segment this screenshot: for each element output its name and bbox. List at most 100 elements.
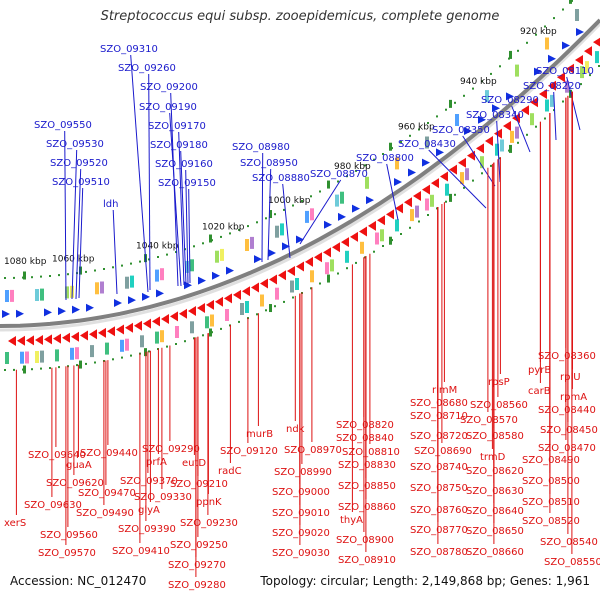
ruler-dot [445, 108, 447, 111]
reverse-gene-label: SZO_08900 [336, 535, 394, 546]
gene-feature-block [35, 351, 39, 363]
ruler-tick [79, 266, 82, 275]
ruler-dot [589, 74, 591, 77]
gene-feature-block [565, 80, 569, 93]
forward-gene-label: SZO_09310 [100, 44, 158, 55]
ruler-label: 960 kbp [398, 122, 435, 132]
reverse-gene-arrow [89, 329, 97, 340]
forward-label-leader [299, 179, 342, 245]
reverse-gene-label: rpmA [560, 392, 587, 403]
ruler-dot [283, 208, 285, 211]
reverse-gene-arrow [107, 326, 115, 337]
reverse-gene-label: SZO_09620 [46, 478, 104, 489]
forward-label-leader [428, 149, 487, 209]
forward-gene-label: SZO_08950 [240, 158, 298, 169]
forward-gene-arrow [464, 126, 472, 135]
reverse-gene-arrow [296, 261, 304, 272]
reverse-gene-arrow [287, 265, 295, 276]
reverse-gene-arrow [71, 331, 79, 342]
forward-gene-arrow [338, 212, 346, 221]
ruler-dot [40, 367, 42, 370]
gene-feature-block [95, 282, 99, 295]
reverse-gene-label: trmD [480, 452, 506, 463]
gene-feature-block [550, 94, 554, 107]
gene-feature-block [175, 326, 179, 338]
reverse-gene-arrow [404, 197, 412, 208]
reverse-gene-arrow [332, 242, 340, 253]
reverse-gene-arrow [530, 97, 538, 108]
reverse-gene-arrow [557, 72, 565, 83]
gene-feature-block [365, 176, 369, 189]
reverse-gene-label: guaA [66, 460, 92, 471]
ruler-dot [292, 204, 294, 207]
ruler-dot [544, 117, 546, 120]
forward-gene-label: SZO_08800 [356, 153, 414, 164]
gene-feature-block [430, 194, 434, 207]
reverse-gene-label: SZO_09330 [134, 492, 192, 503]
ruler-tick [449, 99, 452, 108]
reverse-gene-label: SZO_08560 [470, 400, 528, 411]
ruler-dot [400, 233, 402, 235]
gene-feature-block [465, 168, 469, 181]
gene-feature-block [415, 205, 419, 218]
ruler-dot [40, 275, 42, 278]
reverse-gene-label: SZO_08640 [466, 506, 524, 517]
forward-gene-arrow [212, 271, 220, 280]
reverse-gene-label: SZO_09280 [168, 580, 226, 591]
reverse-gene-label: SZO_08820 [336, 420, 394, 431]
gene-feature-block [190, 259, 194, 272]
forward-gene-arrow [156, 289, 164, 298]
reverse-gene-arrow [593, 37, 600, 47]
forward-gene-arrow [478, 115, 486, 124]
forward-label-leader [78, 187, 84, 299]
ruler-dot [238, 228, 240, 231]
reverse-gene-arrow [143, 318, 151, 329]
ruler-dot [175, 343, 177, 345]
forward-label-leader [267, 168, 272, 261]
reverse-gene-label: rpsP [488, 377, 510, 388]
ruler-label: 940 kbp [460, 77, 497, 87]
ruler-tick [327, 274, 330, 283]
gene-feature-block [40, 288, 44, 301]
reverse-gene-label: SZO_08470 [538, 443, 596, 454]
ruler-dot [94, 361, 96, 364]
ruler-dot [310, 287, 312, 290]
forward-gene-label: SZO_08220 [523, 81, 581, 92]
reverse-gene-arrow [17, 335, 25, 346]
forward-gene-arrow [128, 296, 136, 305]
ruler-dot [256, 221, 258, 224]
forward-gene-arrow [422, 158, 430, 167]
ruler-dot [409, 134, 411, 137]
reverse-gene-arrow [521, 105, 529, 116]
forward-label-leader [130, 54, 149, 293]
forward-label-leader [148, 73, 151, 291]
gene-feature-block [485, 90, 489, 103]
gene-feature-block [310, 270, 314, 283]
gene-feature-block [515, 126, 519, 139]
ruler-dot [427, 122, 429, 124]
forward-gene-arrow [492, 104, 500, 113]
ruler-dot [373, 250, 375, 253]
reverse-gene-arrow [188, 305, 196, 316]
forward-gene-arrow [44, 308, 52, 317]
reverse-gene-arrow [350, 231, 358, 242]
gene-feature-block [595, 51, 599, 64]
ruler-dot [139, 260, 141, 263]
reverse-gene-label: SZO_08690 [414, 446, 472, 457]
accession-label: Accession: NC_012470 [10, 574, 147, 588]
forward-label-leader [511, 105, 531, 153]
ruler-dot [76, 364, 78, 367]
ruler-dot [274, 213, 276, 216]
ruler-dot [319, 190, 321, 193]
ruler-dot [490, 164, 492, 167]
reverse-gene-label: SZO_08840 [336, 433, 394, 444]
forward-label-leader [169, 112, 182, 287]
gene-feature-block [160, 330, 164, 343]
reverse-gene-arrow [341, 237, 349, 248]
reverse-gene-label: ppnK [196, 497, 222, 508]
ruler-dot [13, 368, 15, 371]
gene-feature-block [325, 262, 329, 275]
forward-gene-arrow [562, 41, 570, 50]
reverse-gene-label: SZO_09000 [272, 487, 330, 498]
